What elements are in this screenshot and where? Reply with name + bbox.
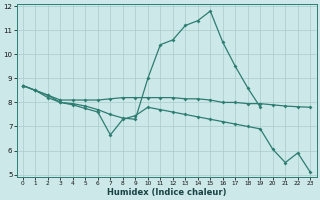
X-axis label: Humidex (Indice chaleur): Humidex (Indice chaleur) [107, 188, 226, 197]
